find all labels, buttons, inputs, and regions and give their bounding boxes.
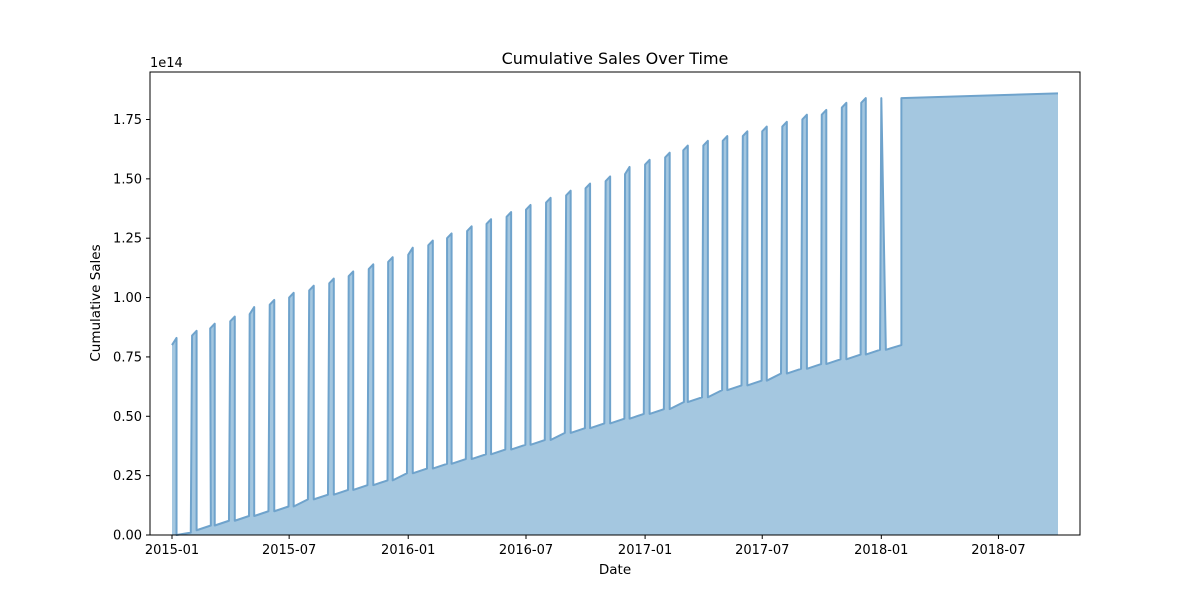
x-tick-label: 2015-07 (262, 543, 316, 558)
y-tick-label: 1.00 (113, 291, 142, 306)
axes-frame (149, 71, 1081, 536)
x-tick-label: 2016-01 (381, 543, 435, 558)
y-tick-label: 1.75 (113, 113, 142, 128)
x-tick-label: 2016-07 (499, 543, 553, 558)
y-axis: 0.00 0.25 0.50 0.75 1.00 1.25 1.50 1.75 (113, 113, 150, 544)
y-tick-label: 1.50 (113, 172, 142, 187)
series-line (171, 92, 1059, 536)
x-tick-label: 2018-01 (854, 543, 908, 558)
x-axis-label: Date (599, 562, 631, 578)
y-offset-label: 1e14 (150, 56, 183, 71)
chart-title: Cumulative Sales Over Time (502, 49, 729, 68)
y-tick-label: 0.00 (113, 529, 142, 544)
plot-area (171, 92, 1059, 536)
x-axis: 2015-01 2015-07 2016-01 2016-07 2017-01 2017-… (145, 535, 1026, 558)
x-tick-label: 2017-07 (735, 543, 789, 558)
y-tick-label: 0.50 (113, 410, 142, 425)
series-area (172, 93, 1058, 536)
y-tick-label: 1.25 (113, 232, 142, 247)
x-tick-label: 2015-01 (145, 543, 199, 558)
y-tick-label: 0.25 (113, 469, 142, 484)
x-tick-label: 2017-01 (618, 543, 672, 558)
y-axis-label: Cumulative Sales (88, 244, 104, 361)
y-tick-label: 0.75 (113, 350, 142, 365)
x-tick-label: 2018-07 (971, 543, 1025, 558)
